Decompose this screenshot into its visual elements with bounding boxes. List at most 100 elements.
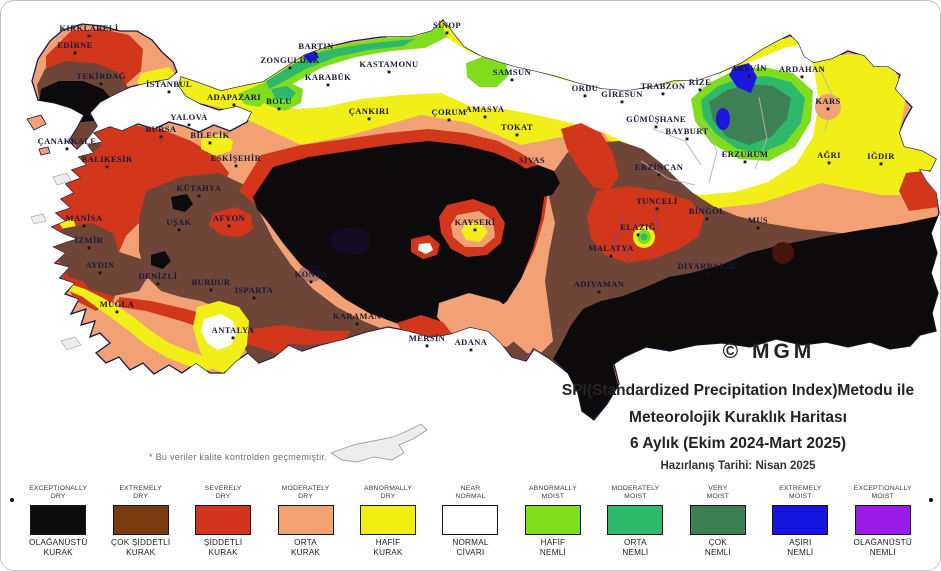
city-label-KÜTAHYA: KÜTAHYA [177, 183, 222, 193]
city-label-BALIKESİR: BALIKESİR [82, 154, 133, 164]
city-label-ÇANKIRI: ÇANKIRI [349, 106, 390, 116]
city-label-ÇORUM: ÇORUM [431, 107, 466, 117]
legend-left-bullet [10, 498, 14, 502]
city-label-ELAZIĞ: ELAZIĞ [620, 222, 655, 232]
legend-swatch [442, 504, 499, 535]
city-dot [657, 173, 661, 177]
city-label-AMASYA: AMASYA [466, 104, 505, 114]
city-label-SİVAS: SİVAS [519, 155, 545, 165]
city-dot [82, 224, 86, 228]
legend-label-tr: ÇOK ŞİDDETLİ KURAK [111, 537, 171, 557]
city-dot [747, 74, 751, 78]
city-label-ESKİŞEHİR: ESKİŞEHİR [211, 153, 262, 163]
city-dot [326, 83, 330, 87]
city-label-MALATYA: MALATYA [588, 243, 634, 253]
city-label-SİNOP: SİNOP [433, 20, 461, 30]
city-dot [277, 107, 281, 111]
region-black-sivas [512, 165, 560, 199]
region-blue-bartin [302, 48, 319, 63]
city-label-KONYA: KONYA [295, 269, 328, 279]
province-border-lines [640, 70, 834, 186]
city-dot [387, 70, 391, 74]
city-dot [800, 75, 804, 79]
city-dot [208, 141, 212, 145]
city-label-TOKAT: TOKAT [501, 122, 533, 132]
region-blue-teardrop [716, 108, 730, 130]
city-label-ERZİNCAN: ERZİNCAN [635, 162, 684, 172]
region-green-bolu [271, 86, 296, 101]
island-chios [30, 213, 47, 225]
city-dot [105, 165, 109, 169]
city-dot [756, 226, 760, 230]
city-label-ERZURUM: ERZURUM [722, 149, 769, 159]
city-dot [231, 336, 235, 340]
city-label-ÇANAKKALE: ÇANAKKALE [38, 136, 97, 146]
islands [26, 114, 428, 463]
title-line4: Hazırlanış Tarihi: Nisan 2025 [660, 460, 816, 472]
city-label-AĞRI: AĞRI [817, 150, 841, 160]
region-yellow-bilecik [201, 134, 233, 156]
legend-label-tr: ORTA NEMLİ [622, 537, 649, 557]
city-dot [515, 133, 519, 137]
city-label-EDİRNE: EDİRNE [57, 40, 92, 50]
city-dot [156, 282, 160, 286]
region-brown-gallipoli [70, 113, 97, 148]
city-label-IĞDIR: IĞDIR [867, 151, 895, 161]
city-label-YALOVA: YALOVA [170, 112, 208, 122]
legend-label-tr: ŞİDDETLİ KURAK [203, 537, 243, 557]
city-label-ADAPAZARI: ADAPAZARI [207, 92, 261, 102]
legend-label-en: EXCEPTIONALLY MOIST [853, 485, 912, 501]
city-dot [314, 52, 318, 56]
title-line1: SPI(Standardized Precipitation Index)Met… [562, 382, 915, 399]
city-dot [827, 161, 831, 165]
city-label-RİZE: RİZE [689, 77, 711, 87]
city-dot [698, 88, 702, 92]
city-label-KARAMAN: KARAMAN [333, 311, 382, 321]
island-cyprus [329, 423, 428, 463]
legend-swatch [112, 504, 169, 535]
region-black-central-texture2 [299, 264, 323, 282]
turkey-drought-map: KIRKLARELİ EDİRNE TEKİRDAĞ İSTANBUL ZONGULDA… [26, 19, 940, 472]
city-label-BURDUR: BURDUR [192, 277, 231, 287]
region-white-antalya-core [201, 314, 237, 350]
legend-swatch [854, 504, 911, 535]
city-dot [636, 233, 640, 237]
region-black-central-texture1 [331, 227, 371, 255]
region-red-sivas-east [561, 123, 619, 191]
region-brown-aydin [77, 251, 149, 296]
region-blue-artvin [729, 63, 757, 93]
legend-swatch [360, 504, 417, 535]
city-dot [177, 228, 181, 232]
city-dot [355, 322, 359, 326]
region-green-blacksea-strip [266, 39, 415, 89]
city-dot [655, 207, 659, 211]
city-dot [197, 194, 201, 198]
city-label-BİNGÖL: BİNGÖL [689, 206, 725, 216]
legend-item-6: NEAR NORMAL NORMAL CİVARI [429, 485, 511, 558]
city-dot [227, 224, 231, 228]
city-dot [879, 162, 883, 166]
city-dot [65, 147, 69, 151]
island-bozcaada [38, 146, 51, 156]
legend-swatch [195, 504, 252, 535]
city-dot [87, 34, 91, 38]
region-darkgreen-northeast [709, 84, 791, 145]
city-label-KAYSERİ: KAYSERİ [455, 217, 496, 227]
city-labels: KIRKLARELİ EDİRNE TEKİRDAĞ İSTANBUL ZONGULDA… [38, 20, 895, 352]
city-label-AFYON: AFYON [213, 213, 246, 223]
city-dot [743, 160, 747, 164]
region-chartreuse-samsun [466, 55, 509, 87]
city-dot [685, 137, 689, 141]
city-label-İZMİR: İZMİR [75, 235, 104, 245]
city-dot [87, 246, 91, 250]
city-label-KARS: KARS [815, 96, 840, 106]
city-label-DENİZLİ: DENİZLİ [139, 271, 178, 281]
city-dot [425, 344, 429, 348]
city-dot [288, 66, 292, 70]
city-label-SAMSUN: SAMSUN [493, 67, 532, 77]
legend-item-3: SEVERELY DRY ŞİDDETLİ KURAK [182, 485, 264, 558]
legend-item-10: EXTREMELY MOIST AŞIRI NEMLİ [759, 485, 841, 558]
legend-label-en: MODERATELY DRY [281, 485, 330, 501]
legend-item-5: ABNORMALLY DRY HAFİF KURAK [347, 485, 429, 558]
